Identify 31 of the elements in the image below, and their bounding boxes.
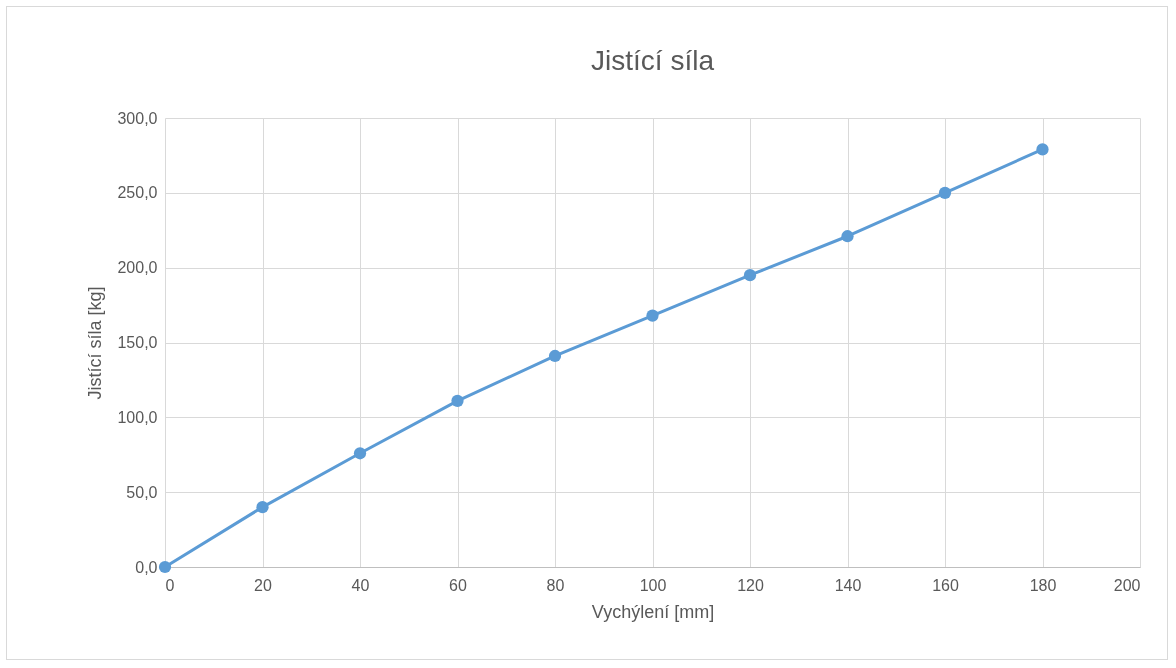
point — [743, 269, 757, 282]
point — [158, 560, 172, 574]
y-axis-title: Jistící síla [kg] — [85, 286, 106, 400]
chart-title: Jistící síla — [591, 45, 715, 76]
x-tick-label: 140 — [834, 576, 862, 594]
x-tick-label: 200 — [1113, 576, 1141, 594]
point — [1036, 143, 1049, 156]
point — [256, 501, 269, 514]
y-tick-label: 200,0 — [117, 259, 158, 277]
x-tick-label: 40 — [351, 576, 370, 594]
y-tick-label: 100,0 — [117, 408, 158, 426]
x-tick-label: 60 — [449, 576, 467, 594]
x-axis-title: Vychýlení [mm] — [591, 601, 715, 622]
x-tick-label: 20 — [254, 576, 272, 594]
point — [646, 309, 659, 322]
point — [548, 349, 562, 363]
y-tick-label: 300,0 — [117, 109, 158, 127]
x-tick-label: 180 — [1029, 576, 1057, 594]
x-tick-label: 160 — [932, 576, 959, 594]
x-tick-label: 100 — [639, 576, 667, 594]
y-tick-label: 150,0 — [117, 334, 158, 351]
x-tick-label: 80 — [546, 576, 565, 594]
x-tick-label: 0 — [165, 576, 175, 594]
y-tick-label: 50,0 — [126, 483, 158, 501]
y-tick-label: 250,0 — [117, 184, 158, 202]
point — [841, 230, 854, 243]
y-tick-label: 0,0 — [135, 558, 158, 576]
point — [353, 447, 367, 460]
point — [938, 186, 952, 199]
x-tick-label: 120 — [737, 576, 764, 594]
point — [451, 394, 464, 407]
